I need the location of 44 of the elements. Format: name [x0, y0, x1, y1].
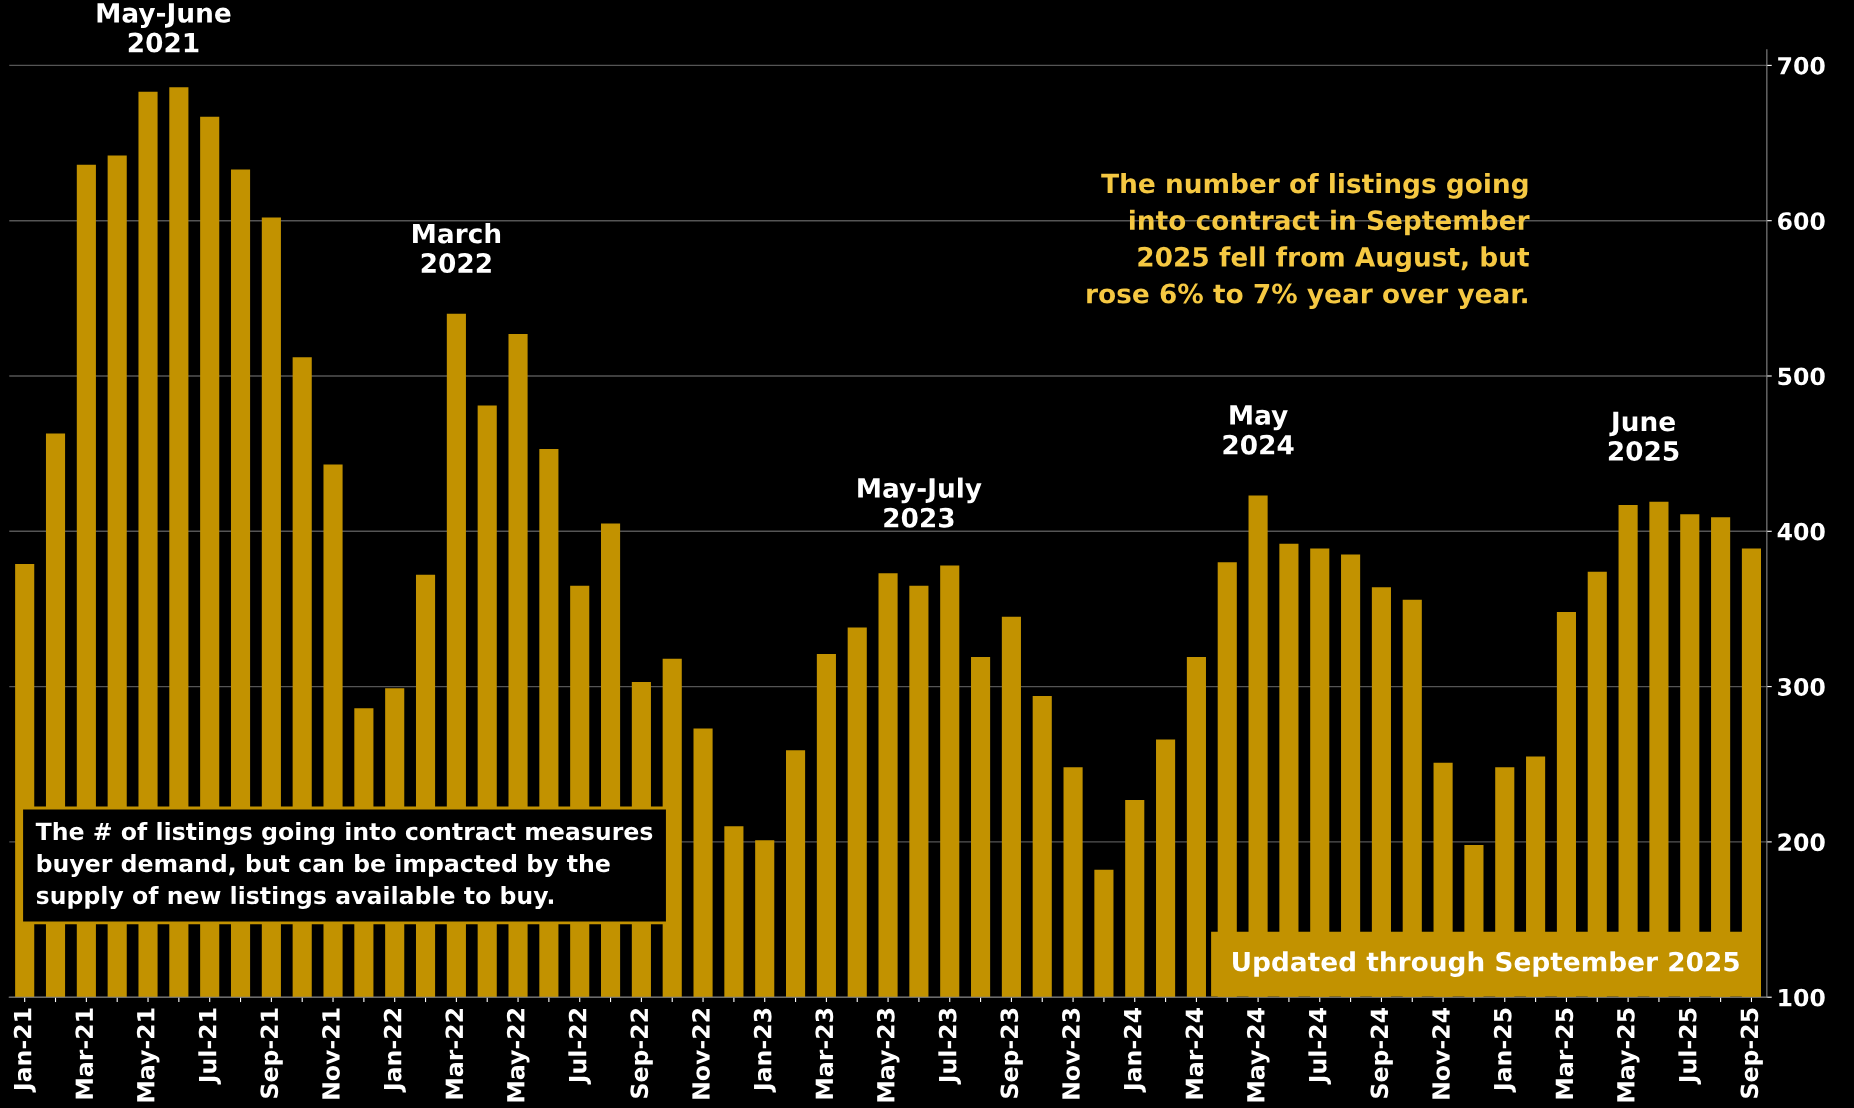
annotation: May-June 2021	[97, 3, 231, 53]
x-tick-label: Mar-21	[75, 1008, 94, 1099]
x-tick-label: May-22	[506, 1008, 530, 1102]
x-tick-label: Sep-22	[630, 1008, 653, 1098]
x-tick-label: Jul-25	[1678, 1008, 1702, 1085]
y-tick-label: 600	[1778, 212, 1825, 230]
x-tick-label: Nov-24	[1432, 1008, 1450, 1099]
x-tick-label: Mar-23	[815, 1008, 834, 1099]
x-tick-label: Jan-25	[1493, 1008, 1517, 1093]
x-tick-label: Nov-22	[692, 1008, 710, 1099]
x-tick-label: Jul-21	[198, 1008, 221, 1085]
x-tick-label: Mar-22	[445, 1008, 464, 1099]
x-tick-label: Jul-24	[1308, 1008, 1331, 1085]
x-tick-label: Jan-22	[383, 1008, 406, 1093]
x-tick-label: Jan-24	[1123, 1008, 1146, 1093]
annotation: Updated through September 2025	[1233, 951, 1739, 977]
y-tick-label: 700	[1778, 56, 1825, 75]
annotation: June 2025	[1608, 411, 1679, 461]
x-tick-label: Sep-23	[1000, 1008, 1023, 1098]
y-tick-label: 200	[1778, 833, 1825, 852]
x-tick-label: Jul-22	[568, 1008, 591, 1085]
x-tick-label: Nov-21	[322, 1008, 340, 1099]
annotation: May 2024	[1223, 405, 1294, 455]
x-tick-label: May-21	[136, 1008, 160, 1102]
x-tick-label: Mar-24	[1185, 1008, 1204, 1099]
annotation: May-July 2023	[858, 477, 982, 528]
x-tick-label: Sep-21	[260, 1008, 283, 1098]
y-tick-label: 500	[1778, 367, 1825, 386]
annotation: The number of listings going into contract in September 2025 fell from August, but rose 6% to 7% year over year.	[1087, 173, 1530, 309]
x-tick-label: Jan-21	[13, 1008, 36, 1093]
annotation: The # of listings going into contract measures buyer demand, but can be impacted by the supply of new listings available to buy.	[35, 821, 653, 909]
y-tick-label: 100	[1779, 988, 1825, 1007]
annotation: March 2022	[413, 223, 501, 274]
x-tick-label: Jul-23	[938, 1008, 961, 1085]
y-tick-label: 400	[1777, 522, 1825, 541]
y-tick-label: 300	[1778, 678, 1825, 696]
x-tick-label: May-23	[876, 1008, 900, 1102]
x-tick-label: May-25	[1616, 1008, 1640, 1102]
x-tick-label: Sep-25	[1740, 1008, 1763, 1098]
x-tick-label: Nov-23	[1062, 1008, 1080, 1099]
x-tick-label: Mar-25	[1555, 1008, 1574, 1099]
x-tick-label: May-24	[1246, 1008, 1270, 1102]
x-tick-label: Jan-23	[753, 1008, 776, 1093]
x-tick-label: Sep-24	[1370, 1008, 1393, 1098]
